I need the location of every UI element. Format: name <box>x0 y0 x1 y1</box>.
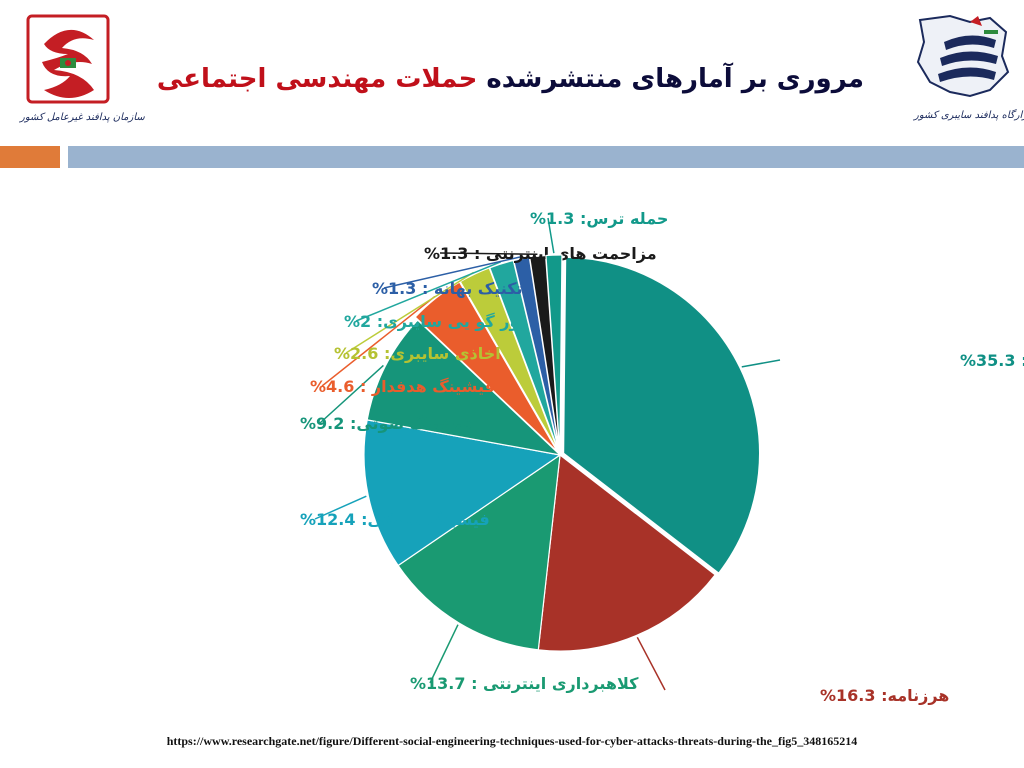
leader-line <box>321 295 436 387</box>
slice-label: هرزنامه: 16.3% <box>820 686 949 705</box>
page-title: مروری بر آمارهای منتشرشده حملات مهندسی ا… <box>157 64 864 94</box>
pie-chart: فیشینگ : 35.3% هرزنامه: 16.3% کلاهبرداری ا… <box>300 209 1024 705</box>
slice-label: مزاحمت های اینترنتی : 1.3% <box>424 244 657 263</box>
right-logo-caption: قرارگاه پدافند سایبری کشور <box>914 110 1024 121</box>
pie-slice <box>397 453 561 651</box>
left-organization-logo: سازمان پدافند غیرعامل کشور <box>14 14 145 132</box>
leader-line <box>741 359 781 368</box>
right-organization-logo: قرارگاه پدافند سایبری کشور <box>910 12 1024 132</box>
leader-line <box>636 636 666 691</box>
leader-line <box>355 261 502 322</box>
source-citation: https://www.researchgate.net/figure/Diff… <box>166 734 858 748</box>
slice-label: فیشینگ پیامکی: 12.4% <box>300 510 490 530</box>
pie-slice <box>366 319 562 456</box>
left-logo-caption: سازمان پدافند غیرعامل کشور <box>20 112 145 123</box>
pie-slice <box>363 419 562 567</box>
slice-label: کلاهبرداری اینترنتی : 13.7% <box>410 674 639 693</box>
leader-line <box>547 217 555 254</box>
leader-line <box>429 624 459 684</box>
slice-label: زور گو یی سایبری: 2% <box>344 312 529 331</box>
slice-label: اخاذی سایبری: 2.6% <box>334 344 501 363</box>
title-part2: حملات مهندسی اجتماعی <box>156 64 478 94</box>
header-divider-bar <box>68 146 1024 168</box>
leader-line <box>314 495 367 520</box>
slice-label: فیشینگ صوتی: 9.2% <box>300 414 472 433</box>
leader-line <box>319 364 384 424</box>
leader-line <box>383 256 522 289</box>
leader-line <box>439 252 538 256</box>
slice-label: تکنیک بهانه : 1.3% <box>372 279 523 298</box>
pie-slice <box>545 254 563 452</box>
title-part1: مروری بر آمارهای منتشرشده <box>486 64 864 94</box>
leader-line <box>345 271 475 354</box>
pie-slice <box>562 256 761 574</box>
pie-slice <box>537 453 716 652</box>
slice-label: فیشینگ هدفدار : 4.6% <box>310 377 495 396</box>
slice-label: فیشینگ : 35.3% <box>960 351 1024 370</box>
slice-label: حمله ترس: 1.3% <box>530 209 668 228</box>
accent-bar <box>0 146 60 168</box>
